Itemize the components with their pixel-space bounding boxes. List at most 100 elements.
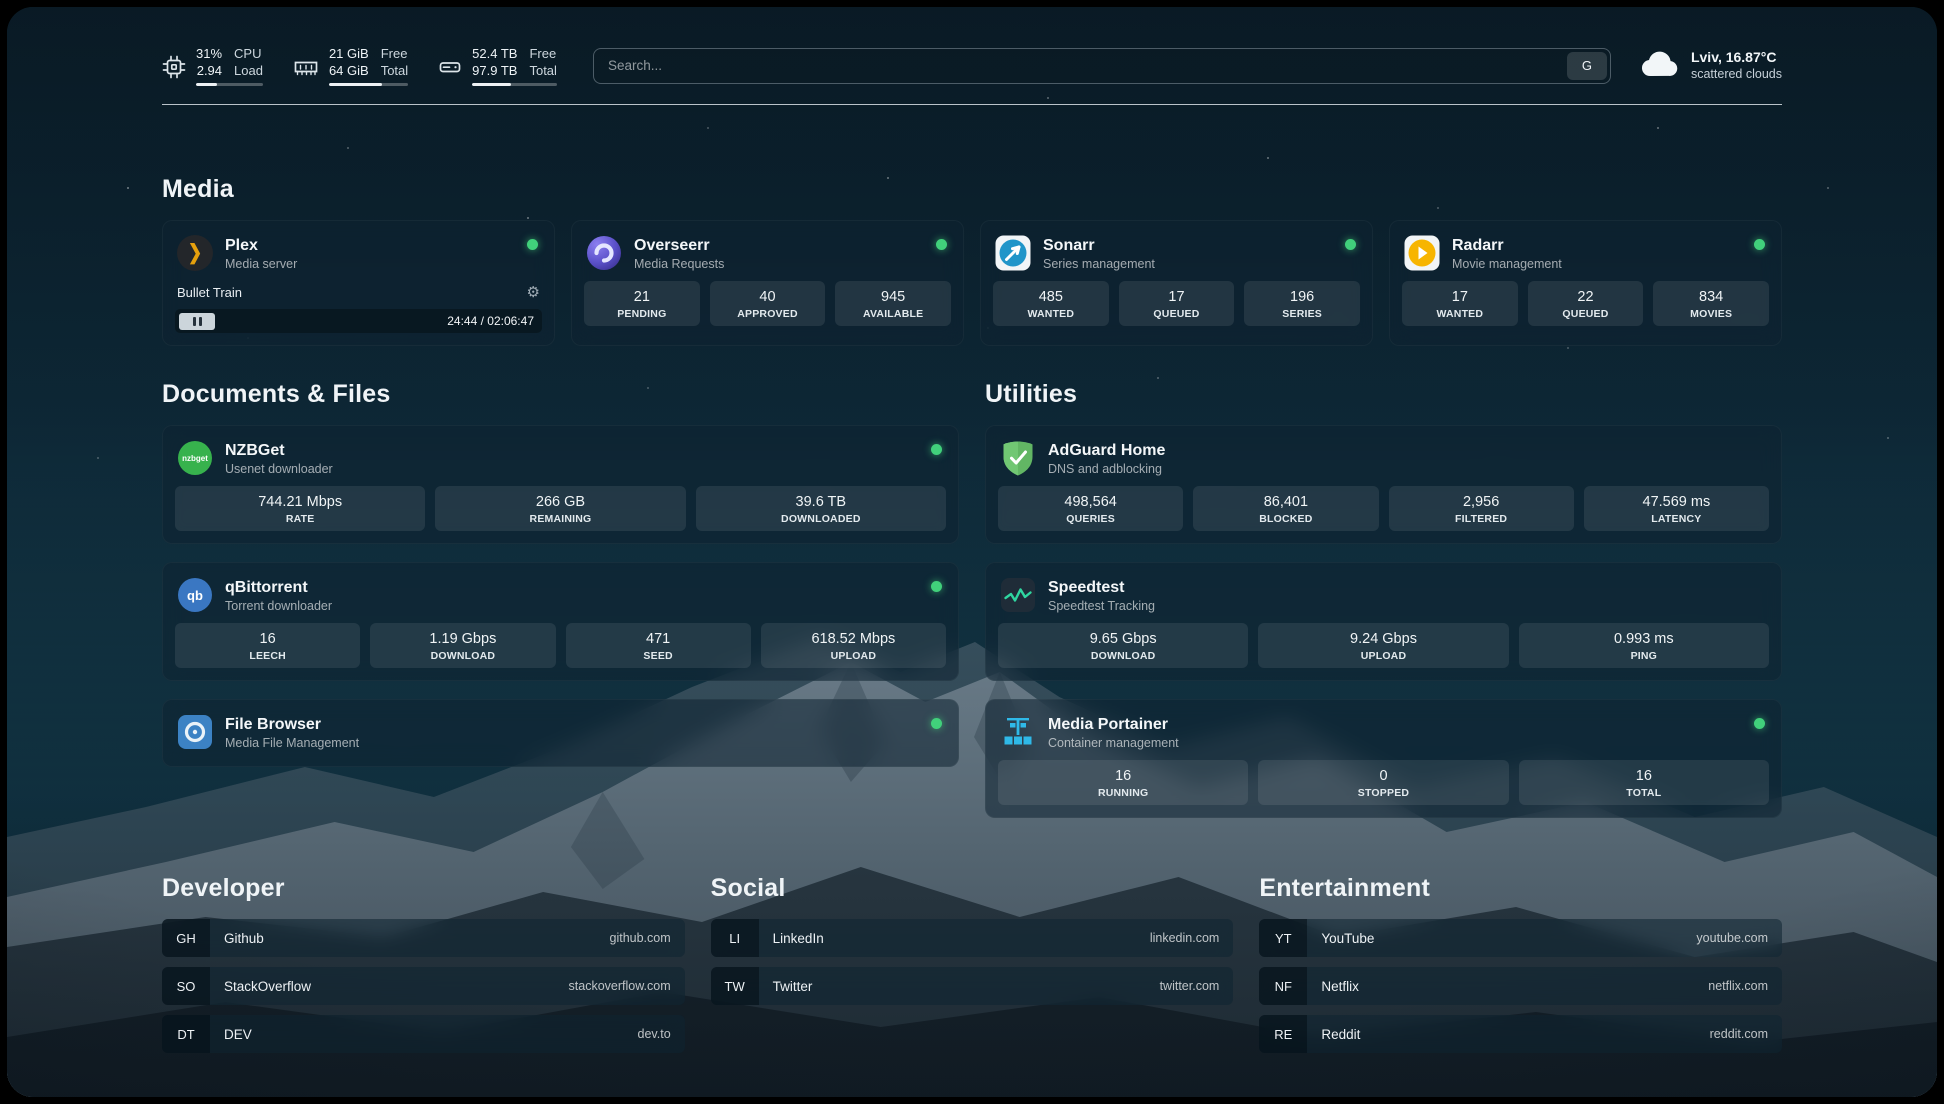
weather-text: Lviv, 16.87°C scattered clouds bbox=[1691, 48, 1782, 83]
stat-label: UPLOAD bbox=[1360, 650, 1407, 662]
bookmark-abbr: NF bbox=[1259, 967, 1308, 1005]
stat-value: 16 bbox=[1635, 768, 1652, 784]
service-name: Plex bbox=[225, 236, 258, 254]
service-link-plex[interactable]: ❯ Plex Media server bbox=[175, 231, 542, 281]
stat-label: PENDING bbox=[617, 308, 667, 320]
disk-usage-bar bbox=[472, 83, 557, 86]
search-bar: G bbox=[592, 47, 1611, 84]
bookmark-url: github.com bbox=[609, 931, 671, 945]
service-link-qbittorrent[interactable]: qb qBittorrent Torrent downloader bbox=[175, 573, 946, 623]
stat-label: LATENCY bbox=[1651, 513, 1702, 525]
disk-free: 52.4 TB bbox=[472, 46, 518, 61]
stat-value: 47.569 ms bbox=[1642, 494, 1711, 510]
stat-seed: 471 SEED bbox=[565, 623, 751, 668]
section-bookmarks: Developer GH Github github.com SO StackO… bbox=[162, 874, 1782, 1063]
bookmark-youtube[interactable]: YT YouTube youtube.com bbox=[1259, 919, 1782, 957]
pause-button[interactable] bbox=[179, 312, 215, 330]
cpu-label-2: Load bbox=[234, 63, 263, 78]
stat-value: 945 bbox=[881, 289, 906, 305]
service-text: Media Portainer Container management bbox=[1048, 715, 1179, 750]
bookmark-url: reddit.com bbox=[1709, 1027, 1768, 1041]
stat-total: 16 TOTAL bbox=[1518, 760, 1769, 805]
adguard-icon bbox=[1000, 440, 1036, 476]
memory-total: 64 GiB bbox=[328, 63, 369, 78]
service-name: NZBGet bbox=[225, 441, 285, 459]
stat-value: 498,564 bbox=[1064, 494, 1117, 510]
stat-value: 16 bbox=[1115, 768, 1132, 784]
stat-filtered: 2,956 FILTERED bbox=[1388, 486, 1574, 531]
section-title-utilities: Utilities bbox=[985, 380, 1078, 408]
memory-readout: 21 GiB 64 GiB Free Total bbox=[328, 45, 409, 86]
search-input[interactable] bbox=[593, 48, 1567, 83]
bookmark-stackoverflow[interactable]: SO StackOverflow stackoverflow.com bbox=[162, 967, 685, 1005]
service-stats: 498,564 QUERIES 86,401 BLOCKED 2,956 FIL… bbox=[998, 486, 1769, 531]
stat-value: 39.6 TB bbox=[795, 494, 847, 510]
now-playing-title: Bullet Train bbox=[177, 284, 243, 300]
stat-queued: 22 QUEUED bbox=[1527, 281, 1644, 326]
stat-remaining: 266 GB REMAINING bbox=[435, 486, 686, 531]
stat-label: DOWNLOAD bbox=[1090, 650, 1156, 662]
service-text: AdGuard Home DNS and adblocking bbox=[1048, 441, 1165, 476]
stat-pending: 21 PENDING bbox=[584, 281, 700, 326]
status-dot bbox=[1754, 718, 1765, 729]
stat-label: UPLOAD bbox=[830, 650, 877, 662]
status-dot bbox=[931, 718, 942, 729]
bookmark-twitter[interactable]: TW Twitter twitter.com bbox=[710, 967, 1234, 1005]
service-link-nzbget[interactable]: nzbget NZBGet Usenet downloader bbox=[175, 436, 946, 486]
stat-value: 16 bbox=[259, 631, 276, 647]
memory-label-2: Total bbox=[380, 63, 409, 78]
service-name: AdGuard Home bbox=[1048, 441, 1166, 459]
bookmark-group-entertainment: Entertainment YT YouTube youtube.com NF … bbox=[1259, 874, 1782, 1063]
bookmark-linkedin[interactable]: LI LinkedIn linkedin.com bbox=[710, 919, 1234, 957]
service-name: Overseerr bbox=[634, 236, 710, 254]
stat-value: 834 bbox=[1699, 289, 1724, 305]
filebrowser-icon bbox=[177, 714, 213, 750]
dashboard-window: 31% 2.94 CPU Load bbox=[7, 7, 1937, 1097]
stat-blocked: 86,401 BLOCKED bbox=[1193, 486, 1379, 531]
bookmark-reddit[interactable]: RE Reddit reddit.com bbox=[1259, 1015, 1782, 1053]
service-card-filebrowser: File Browser Media File Management bbox=[162, 699, 959, 767]
bookmark-dev[interactable]: DT DEV dev.to bbox=[162, 1015, 685, 1053]
cpu-widget: 31% 2.94 CPU Load bbox=[162, 45, 263, 86]
service-link-adguard[interactable]: AdGuard Home DNS and adblocking bbox=[998, 436, 1769, 486]
service-link-overseerr[interactable]: Overseerr Media Requests bbox=[584, 231, 951, 281]
bookmark-url: linkedin.com bbox=[1149, 931, 1220, 945]
service-link-speedtest[interactable]: Speedtest Speedtest Tracking bbox=[998, 573, 1769, 623]
playback-progress-bar[interactable]: 24:44 / 02:06:47 bbox=[175, 309, 542, 333]
weather-widget: Lviv, 16.87°C scattered clouds bbox=[1639, 48, 1782, 83]
stat-label: WANTED bbox=[1027, 308, 1075, 320]
gear-icon[interactable]: ⚙ bbox=[526, 284, 540, 301]
service-link-portainer[interactable]: Media Portainer Container management bbox=[998, 710, 1769, 760]
section-title-developer: Developer bbox=[162, 874, 285, 902]
status-dot bbox=[931, 581, 942, 592]
bookmark-github[interactable]: GH Github github.com bbox=[162, 919, 685, 957]
section-media: Media ❯ Plex Media server Bullet Tr bbox=[162, 175, 1782, 346]
search-provider-button[interactable]: G bbox=[1566, 51, 1607, 80]
memory-icon bbox=[293, 45, 319, 86]
stat-value: 266 GB bbox=[535, 494, 586, 510]
section-utilities: Utilities AdGuard Home DNS and adblockin… bbox=[985, 380, 1782, 818]
stat-value: 618.52 Mbps bbox=[811, 631, 896, 647]
service-link-radarr[interactable]: Radarr Movie management bbox=[1402, 231, 1769, 281]
cpu-load-value: 2.94 bbox=[196, 63, 223, 78]
stat-label: DOWNLOAD bbox=[430, 650, 496, 662]
stat-wanted: 17 WANTED bbox=[1402, 281, 1518, 326]
bookmark-netflix[interactable]: NF Netflix netflix.com bbox=[1259, 967, 1782, 1005]
service-stats: 17 WANTED 22 QUEUED 834 MOVIES bbox=[1402, 281, 1769, 326]
stat-label: RUNNING bbox=[1097, 787, 1149, 799]
stat-approved: 40 APPROVED bbox=[709, 281, 826, 326]
svg-text:qb: qb bbox=[187, 588, 203, 603]
sonarr-icon bbox=[995, 235, 1031, 271]
service-description: Torrent downloader bbox=[225, 598, 333, 613]
overseerr-icon bbox=[586, 235, 622, 271]
service-name: qBittorrent bbox=[225, 578, 308, 596]
service-link-sonarr[interactable]: Sonarr Series management bbox=[993, 231, 1360, 281]
section-documents: Documents & Files nzbget NZBGet Usenet d… bbox=[162, 380, 959, 818]
service-stats: 21 PENDING 40 APPROVED 945 AVAILABLE bbox=[584, 281, 951, 326]
service-card-plex: ❯ Plex Media server Bullet Train ⚙ bbox=[162, 220, 555, 346]
topbar-divider bbox=[162, 104, 1782, 105]
stat-label: TOTAL bbox=[1626, 787, 1662, 799]
bookmark-name: DEV bbox=[224, 1026, 252, 1042]
service-link-filebrowser[interactable]: File Browser Media File Management bbox=[175, 710, 946, 754]
bookmark-name: Github bbox=[224, 930, 264, 946]
